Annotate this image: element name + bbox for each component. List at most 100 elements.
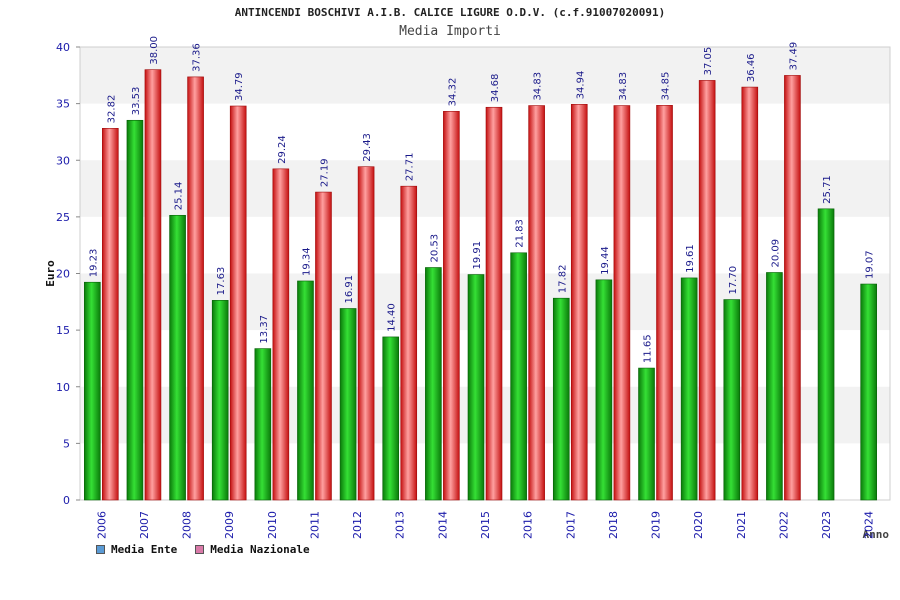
x-tick-label: 2010 [266, 511, 279, 539]
x-tick-label: 2015 [479, 511, 492, 539]
data-label: 34.83 [533, 72, 544, 101]
legend-item-media-ente: Media Ente [96, 543, 177, 556]
bar-media-nazionale [784, 75, 801, 501]
data-label: 19.23 [88, 249, 99, 278]
data-label: 19.07 [865, 250, 876, 279]
chart-title: ANTINCENDI BOSCHIVI A.I.B. CALICE LIGURE… [234, 6, 666, 19]
data-label: 19.91 [472, 241, 483, 270]
bar-media-ente [860, 283, 877, 501]
bar-media-nazionale [400, 185, 418, 501]
data-label: 27.19 [319, 158, 330, 187]
bar-media-ente [638, 367, 655, 501]
data-label: 20.53 [429, 234, 440, 263]
x-tick-label: 2006 [95, 511, 108, 539]
x-tick-label: 2021 [735, 511, 748, 539]
data-label: 25.14 [174, 182, 185, 211]
data-label: 37.05 [703, 47, 714, 76]
data-label: 29.43 [362, 133, 373, 162]
data-label: 38.00 [149, 36, 160, 65]
y-tick-label: 5 [63, 437, 70, 450]
data-label: 19.34 [301, 247, 312, 276]
data-label: 20.09 [770, 239, 781, 268]
data-label: 17.82 [557, 265, 568, 294]
chart-subtitle: Media Importi [399, 24, 501, 39]
data-label: 29.24 [277, 135, 288, 164]
y-tick-label: 10 [56, 381, 70, 394]
data-label: 17.63 [216, 267, 227, 296]
x-tick-label: 2024 [863, 511, 876, 539]
bar-media-nazionale [357, 166, 375, 501]
bar-media-ente [126, 119, 144, 501]
legend-swatch-ente [96, 545, 105, 554]
bar-media-ente [766, 272, 783, 501]
bar-media-nazionale [485, 106, 503, 501]
legend-swatch-nazionale [195, 545, 205, 554]
bar-media-ente [595, 279, 613, 501]
y-tick-label: 0 [63, 494, 70, 507]
bar-media-nazionale [613, 105, 631, 501]
x-tick-label: 2016 [522, 511, 535, 539]
x-tick-label: 2022 [777, 511, 790, 539]
data-label: 37.49 [788, 42, 799, 71]
data-label: 37.36 [192, 43, 203, 72]
data-label: 19.61 [685, 244, 696, 273]
bar-media-ente [552, 297, 570, 501]
bar-media-nazionale [102, 128, 119, 501]
bar-media-ente [680, 277, 698, 501]
data-label: 34.85 [661, 72, 672, 101]
data-label: 36.46 [746, 53, 757, 82]
bar-media-ente [254, 348, 272, 501]
bar-media-nazionale [656, 105, 673, 501]
y-tick-label: 30 [56, 154, 70, 167]
data-label: 33.53 [131, 87, 142, 116]
bar-media-nazionale [187, 76, 204, 501]
bar-media-nazionale [443, 111, 460, 501]
bar-media-nazionale [144, 69, 162, 501]
bar-media-nazionale [272, 168, 290, 501]
y-tick-label: 20 [56, 268, 70, 281]
x-tick-label: 2009 [223, 511, 236, 539]
y-tick-label: 15 [56, 324, 70, 337]
x-axis-label: Anno [863, 528, 890, 541]
x-tick-label: 2020 [692, 511, 705, 539]
bar-media-nazionale [229, 105, 247, 501]
bar-media-ente [211, 300, 229, 501]
x-tick-label: 2019 [650, 511, 663, 539]
bar-media-ente [510, 252, 527, 501]
x-tick-label: 2023 [820, 511, 833, 539]
legend-label-nazionale: Media Nazionale [210, 543, 310, 556]
bar-media-ente [84, 281, 101, 501]
data-label: 32.82 [106, 95, 117, 124]
data-label: 17.70 [728, 266, 739, 295]
data-label: 34.68 [490, 74, 501, 103]
x-tick-label: 2008 [181, 511, 194, 539]
bar-media-ente [169, 214, 186, 501]
y-tick-label: 35 [56, 98, 70, 111]
data-label: 34.79 [234, 72, 245, 101]
bar-media-ente [425, 267, 442, 501]
bar-media-ente [467, 274, 485, 501]
bar-media-nazionale [698, 80, 716, 501]
bar-media-ente [723, 299, 741, 501]
data-label: 19.44 [600, 246, 611, 275]
data-label: 25.71 [822, 175, 833, 204]
x-tick-label: 2013 [394, 511, 407, 539]
bar-media-nazionale [741, 86, 759, 501]
x-tick-label: 2014 [436, 511, 449, 539]
bar-media-ente [817, 208, 835, 501]
legend-item-media-nazionale: Media Nazionale [195, 543, 310, 556]
data-label: 27.71 [405, 153, 416, 182]
data-label: 14.40 [387, 303, 398, 332]
y-tick-label: 25 [56, 211, 70, 224]
x-tick-label: 2018 [607, 511, 620, 539]
bar-media-ente [297, 280, 314, 501]
legend-label-ente: Media Ente [111, 543, 178, 556]
data-label: 34.32 [447, 78, 458, 107]
bar-media-nazionale [570, 104, 588, 501]
x-tick-label: 2011 [308, 511, 321, 539]
data-label: 13.37 [259, 315, 270, 344]
data-label: 34.83 [618, 72, 629, 101]
bar-media-ente [382, 336, 400, 501]
data-label: 21.83 [515, 219, 526, 248]
